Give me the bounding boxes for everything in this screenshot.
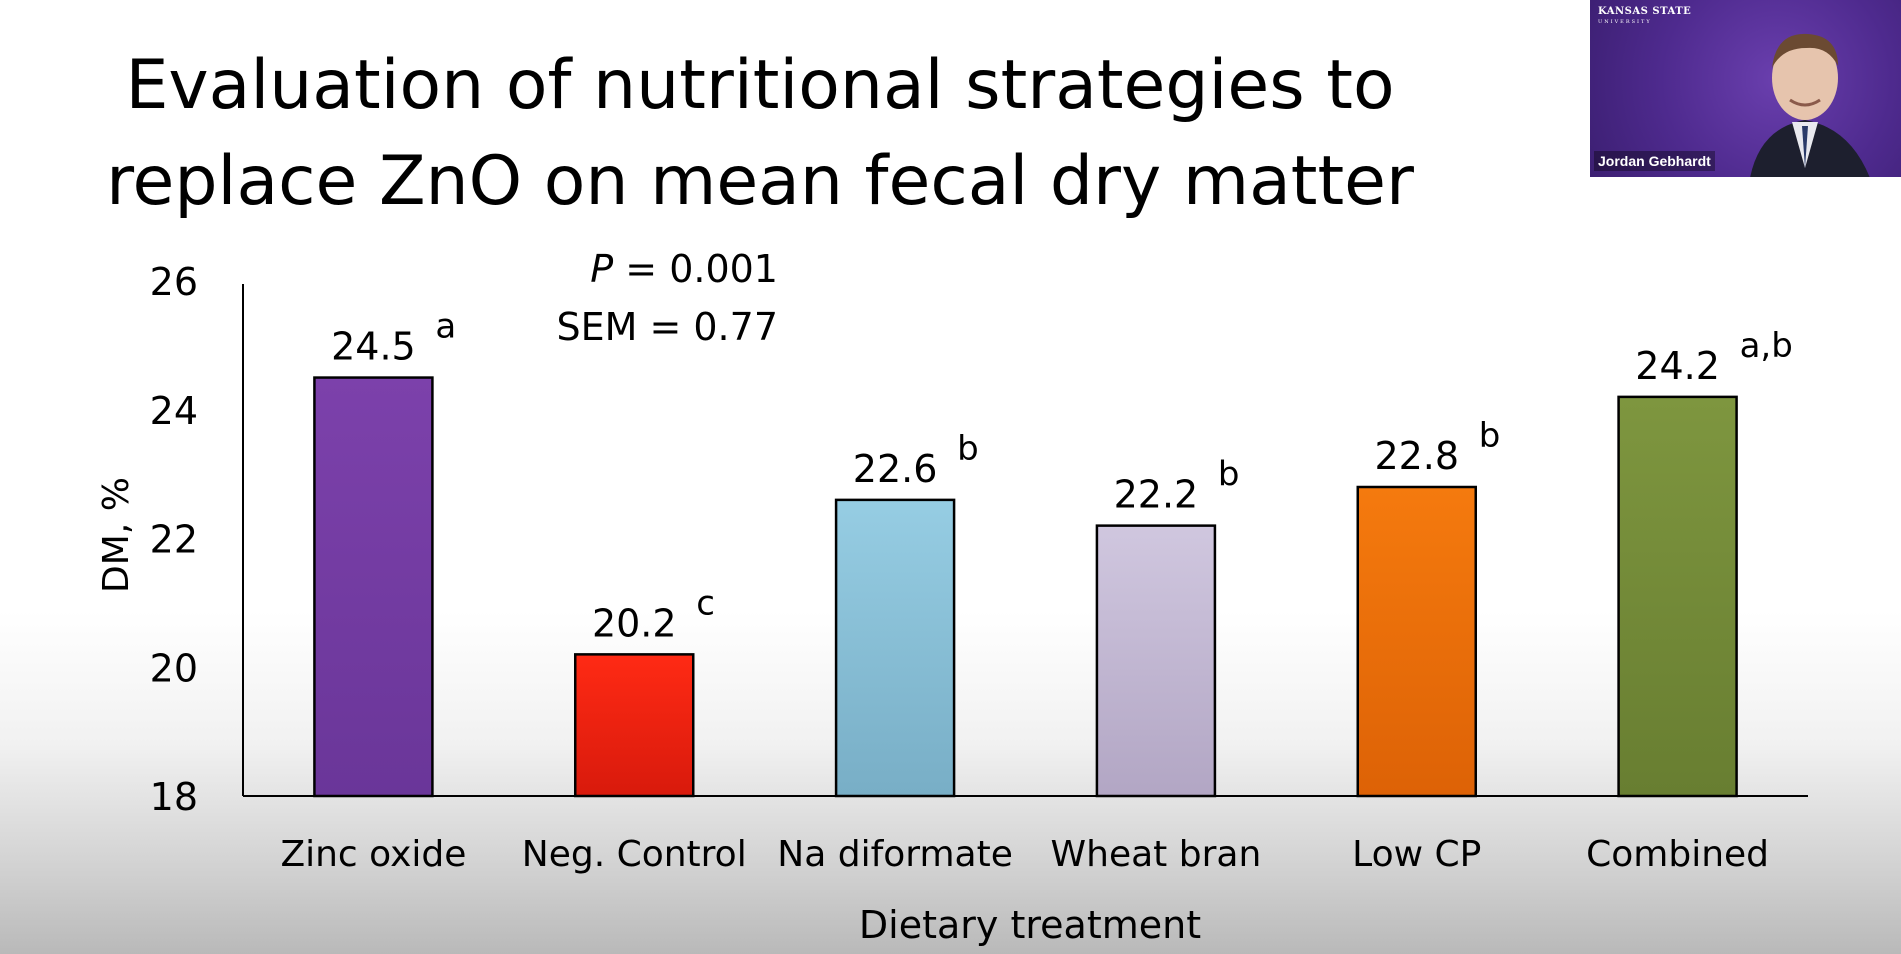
significance-letter-2: b	[957, 429, 979, 469]
slide-title-line-2: replace ZnO on mean fecal dry matter	[106, 142, 1414, 221]
significance-letter-3: b	[1218, 455, 1240, 495]
x-tick-label-0: Zinc oxide	[280, 834, 466, 875]
bars	[313, 376, 1738, 798]
value-label-5: 24.2	[1635, 344, 1720, 388]
statistics-annotation: P = 0.001 SEM = 0.77	[460, 240, 778, 356]
bar-2	[834, 498, 956, 798]
x-tick-label-1: Neg. Control	[522, 834, 747, 875]
bar-3	[1095, 524, 1217, 798]
participant-video-icon	[1750, 33, 1870, 177]
bar-1	[574, 653, 695, 798]
participant-name: Jordan Gebhardt	[1594, 151, 1715, 171]
logo-line-1: KANSAS STATE	[1598, 6, 1692, 17]
bar-0	[313, 376, 434, 798]
x-tick-label-3: Wheat bran	[1051, 834, 1262, 875]
significance-letter-1: c	[696, 583, 715, 623]
significance-letter-0: a	[435, 307, 456, 347]
y-tick-labels: 18 20 22 24 26	[150, 260, 198, 819]
slide-title-line-1: Evaluation of nutritional strategies to	[125, 46, 1395, 125]
slide-title: Evaluation of nutritional strategies to …	[60, 38, 1460, 230]
value-labels: 24.5 a 20.2 c 22.6 b 22.2 b 22.8 b 24.2 a,b	[331, 307, 1793, 646]
significance-letter-5: a,b	[1740, 326, 1793, 366]
y-tick-label-2: 22	[150, 518, 198, 562]
y-axis-label: DM, %	[96, 477, 137, 593]
y-tick-label-4: 26	[150, 260, 198, 304]
x-tick-label-2: Na diformate	[777, 834, 1013, 875]
x-tick-label-5: Combined	[1586, 834, 1769, 875]
x-tick-labels: Zinc oxide Neg. Control Na diformate Wheat …	[280, 834, 1769, 875]
value-label-2: 22.6	[853, 447, 938, 491]
y-tick-label-1: 20	[150, 646, 198, 690]
sem-text: SEM = 0.77	[556, 305, 778, 349]
value-label-1: 20.2	[592, 601, 677, 645]
bar-5	[1617, 395, 1738, 798]
logo-line-2: UNIVERSITY	[1598, 19, 1652, 25]
value-label-4: 22.8	[1374, 434, 1459, 478]
p-value: = 0.001	[613, 247, 778, 291]
significance-letter-4: b	[1479, 416, 1501, 456]
bar-4	[1356, 485, 1477, 798]
y-tick-label-3: 24	[150, 389, 198, 433]
value-label-0: 24.5	[331, 325, 416, 369]
y-tick-label-0: 18	[150, 775, 198, 819]
kansas-state-logo: KANSAS STATE UNIVERSITY	[1598, 6, 1691, 28]
p-symbol: P	[590, 247, 614, 291]
x-tick-label-4: Low CP	[1352, 834, 1481, 875]
x-axis-label: Dietary treatment	[859, 903, 1201, 947]
value-label-3: 22.2	[1114, 473, 1199, 517]
video-participant-tile[interactable]: KANSAS STATE UNIVERSITY Jordan Gebhardt	[1590, 0, 1901, 177]
p-value-text: P = 0.001	[460, 240, 778, 298]
